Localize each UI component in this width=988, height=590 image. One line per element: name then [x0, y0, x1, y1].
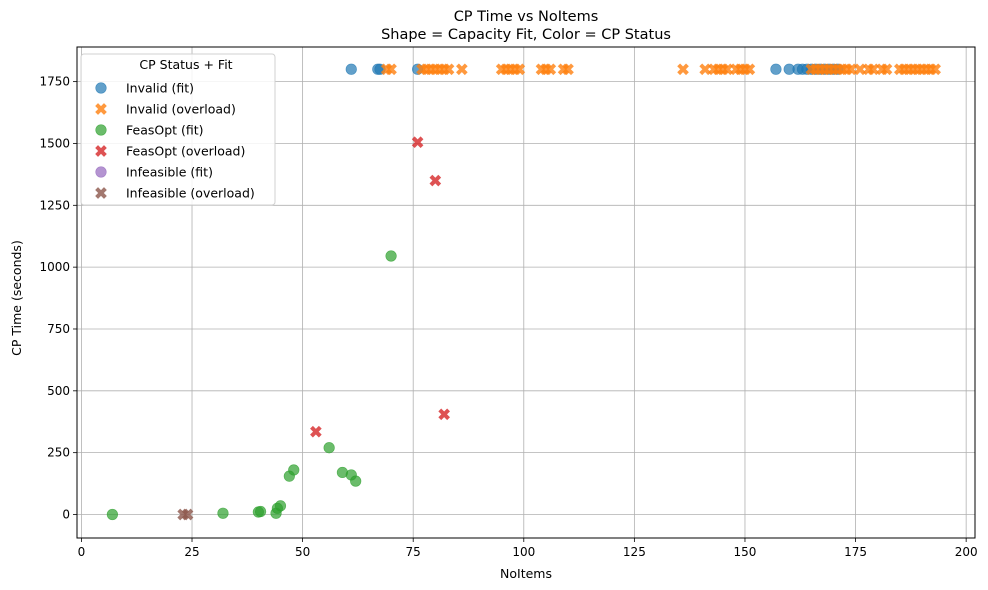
y-tick-label: 0	[62, 508, 70, 522]
x-axis-label: NoItems	[500, 566, 552, 581]
data-point	[743, 63, 756, 76]
data-point	[880, 63, 893, 76]
x-tick-label: 175	[844, 545, 867, 559]
data-point	[274, 500, 287, 512]
legend-marker	[95, 124, 107, 136]
x-tick-label: 25	[184, 545, 199, 559]
legend-entry-label: Invalid (overload)	[126, 102, 236, 117]
y-tick-label: 250	[47, 446, 70, 460]
data-point	[385, 63, 397, 76]
x-tick-label: 150	[734, 545, 757, 559]
legend-marker	[95, 145, 107, 157]
data-point	[254, 505, 267, 518]
y-tick-label: 500	[47, 384, 70, 398]
data-point	[677, 63, 689, 76]
y-tick-label: 1750	[39, 75, 70, 89]
data-point	[929, 63, 942, 76]
data-point	[350, 475, 362, 487]
chart-subtitle: Shape = Capacity Fit, Color = CP Status	[381, 27, 671, 43]
data-point	[699, 63, 711, 76]
data-point	[845, 63, 857, 76]
x-tick-label: 0	[78, 545, 86, 559]
data-point	[385, 250, 397, 262]
legend-entry-label: Invalid (fit)	[126, 81, 194, 96]
legend-marker	[95, 103, 107, 115]
grid-lines	[77, 47, 975, 538]
data-points	[106, 63, 942, 521]
data-point	[513, 63, 526, 76]
legend-marker	[95, 187, 107, 199]
x-tick-label: 100	[512, 545, 535, 559]
y-tick-label: 750	[47, 322, 70, 336]
legend-marker	[95, 82, 107, 94]
data-point	[770, 63, 782, 75]
data-point	[867, 63, 880, 76]
data-point	[442, 63, 455, 76]
data-point	[310, 425, 322, 438]
data-point	[411, 136, 424, 149]
data-point	[217, 507, 229, 519]
y-tick-label: 1000	[39, 260, 70, 274]
plot-frame	[76, 46, 976, 539]
x-tick-label: 50	[295, 545, 310, 559]
data-point	[456, 63, 468, 76]
legend-entry-label: Infeasible (overload)	[126, 186, 255, 201]
data-point	[106, 508, 118, 521]
data-point	[721, 63, 734, 76]
x-tick-label: 75	[406, 545, 421, 559]
data-point	[544, 63, 557, 76]
data-point	[288, 464, 300, 476]
legend-marker	[95, 166, 107, 178]
axis-ticks: 0 25 50 75 100 125 150 175 200 0 250 500 750 1000 1250…	[39, 75, 977, 559]
y-tick-label: 1500	[39, 136, 70, 150]
legend: CP Status + Fit Invalid (fit) Invalid (ov…	[80, 53, 276, 206]
chart-title: CP Time vs NoItems	[454, 9, 599, 25]
x-tick-label: 200	[955, 545, 978, 559]
data-point	[323, 442, 335, 454]
data-point	[181, 508, 194, 521]
data-point	[438, 408, 450, 421]
data-point	[562, 63, 574, 76]
legend-entry-label: Infeasible (fit)	[126, 165, 213, 180]
y-tick-label: 1250	[39, 198, 70, 212]
data-point	[854, 63, 866, 76]
y-axis-label: CP Time (seconds)	[9, 240, 24, 356]
x-tick-label: 125	[623, 545, 646, 559]
data-point	[345, 63, 357, 75]
legend-entry-label: FeasOpt (overload)	[126, 144, 245, 159]
legend-title: CP Status + Fit	[139, 57, 232, 72]
legend-box	[80, 53, 276, 206]
data-point	[429, 174, 442, 187]
legend-entry-label: FeasOpt (fit)	[126, 123, 204, 138]
